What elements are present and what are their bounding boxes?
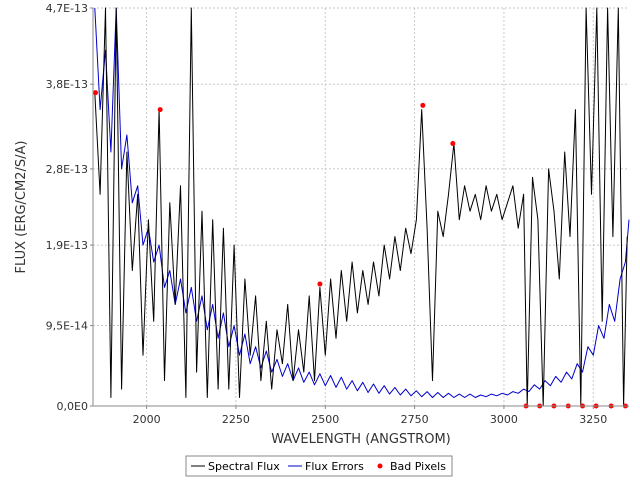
legend-label-spectral-flux: Spectral Flux — [208, 460, 280, 473]
y-tick-label: 1,9E-13 — [46, 239, 88, 252]
plot-area — [93, 8, 629, 406]
y-axis-ticks: 0,0E0 9,5E-14 1,9E-13 2,8E-13 3,8E-13 4,7E-13 — [46, 2, 93, 413]
legend-label-bad-pixels: Bad Pixels — [390, 460, 446, 473]
y-tick-label: 9,5E-14 — [46, 320, 88, 333]
flux-errors-line — [94, 7, 630, 398]
y-tick-label: 3,8E-13 — [46, 78, 88, 91]
bad-pixel-point — [420, 102, 426, 108]
bad-pixel-point — [93, 90, 99, 96]
x-tick-label: 2750 — [401, 413, 429, 426]
x-axis-ticks: 2000 2250 2500 2750 3000 3250 — [133, 406, 607, 426]
y-tick-label: 2,8E-13 — [46, 163, 88, 176]
x-axis-title: WAVELENGTH (ANGSTROM) — [271, 432, 450, 447]
spectral-flux-line — [94, 7, 628, 407]
y-axis-title: FLUX (ERG/CM2/S/A) — [14, 141, 29, 274]
legend-label-flux-errors: Flux Errors — [305, 460, 364, 473]
x-tick-label: 2500 — [311, 413, 339, 426]
legend: Spectral Flux Flux Errors Bad Pixels — [185, 455, 453, 477]
bad-pixel-point — [317, 281, 323, 287]
y-tick-label: 0,0E0 — [57, 400, 88, 413]
legend-box — [185, 455, 453, 477]
y-tick-label: 4,7E-13 — [46, 2, 88, 15]
x-tick-label: 2250 — [222, 413, 250, 426]
series-lines — [94, 7, 630, 407]
bad-pixel-points — [93, 90, 628, 409]
legend-swatch-bad-pixels — [377, 463, 383, 469]
bad-pixel-point — [450, 140, 456, 146]
x-tick-label: 3250 — [579, 413, 607, 426]
x-tick-label: 2000 — [133, 413, 161, 426]
x-tick-label: 3000 — [490, 413, 518, 426]
bad-pixel-point — [157, 107, 163, 113]
